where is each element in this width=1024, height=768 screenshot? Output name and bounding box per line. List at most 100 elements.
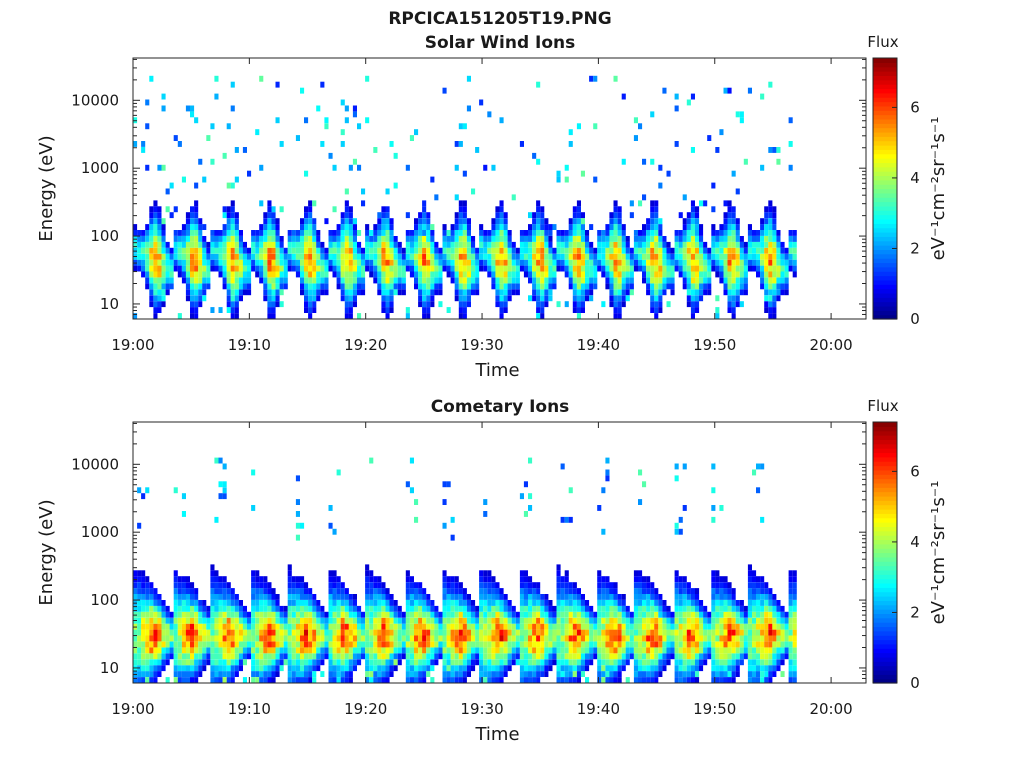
heatmap-cell xyxy=(312,647,317,654)
heatmap-cell xyxy=(560,600,565,606)
y-tick-label: 10000 xyxy=(71,91,119,109)
heatmap-cell xyxy=(279,653,284,660)
heatmap-cell xyxy=(275,289,280,296)
heatmap-cell xyxy=(686,295,691,302)
heatmap-cell xyxy=(218,611,223,618)
heatmap-cell xyxy=(251,236,256,242)
heatmap-cell xyxy=(690,671,695,677)
heatmap-cell xyxy=(674,665,679,672)
heatmap-cell xyxy=(662,617,667,624)
heatmap-cell xyxy=(792,671,797,677)
heatmap-cell xyxy=(629,277,634,284)
heatmap-cell xyxy=(475,617,480,624)
heatmap-cell xyxy=(226,241,231,248)
heatmap-cell xyxy=(605,588,610,594)
heatmap-cell xyxy=(792,611,797,618)
heatmap-cell xyxy=(291,647,296,654)
heatmap-cell xyxy=(352,289,357,296)
heatmap-cell xyxy=(161,659,166,666)
heatmap-cell xyxy=(462,123,467,130)
heatmap-cell xyxy=(344,206,349,213)
heatmap-cell xyxy=(357,283,362,290)
heatmap-cell xyxy=(238,259,243,266)
heatmap-cell xyxy=(499,277,504,284)
heatmap-cell xyxy=(198,659,203,666)
heatmap-cell xyxy=(173,623,178,630)
heatmap-cell xyxy=(161,93,166,100)
heatmap-cell xyxy=(727,295,732,302)
heatmap-cell xyxy=(760,677,765,683)
heatmap-cell xyxy=(279,271,284,278)
heatmap-cell xyxy=(454,594,459,600)
colorbar-segment xyxy=(873,97,897,103)
heatmap-cell xyxy=(190,307,195,313)
heatmap-cell xyxy=(711,265,716,272)
heatmap-cell xyxy=(442,230,447,236)
heatmap-cell xyxy=(409,230,414,236)
heatmap-cell xyxy=(743,265,748,272)
heatmap-cell xyxy=(218,236,223,242)
heatmap-cell xyxy=(247,271,252,278)
heatmap-cell xyxy=(450,241,455,248)
heatmap-cell xyxy=(617,218,622,225)
heatmap-cell xyxy=(536,307,541,313)
heatmap-cell xyxy=(564,301,569,308)
heatmap-cell xyxy=(621,158,626,165)
heatmap-cell xyxy=(589,659,594,666)
heatmap-cell xyxy=(279,617,284,624)
heatmap-cell xyxy=(658,289,663,296)
heatmap-cell xyxy=(377,289,382,296)
heatmap-cell xyxy=(185,253,190,260)
heatmap-cell xyxy=(666,241,671,248)
heatmap-cell xyxy=(483,499,488,505)
heatmap-cell xyxy=(711,259,716,266)
heatmap-cell xyxy=(352,623,357,630)
heatmap-cell xyxy=(218,665,223,672)
heatmap-cell xyxy=(715,653,720,660)
heatmap-cell xyxy=(442,659,447,666)
heatmap-cell xyxy=(222,236,227,242)
heatmap-cell xyxy=(788,576,793,583)
heatmap-cell xyxy=(361,647,366,654)
heatmap-cell xyxy=(642,241,647,248)
heatmap-cell xyxy=(210,570,215,577)
heatmap-cell xyxy=(389,230,394,236)
heatmap-cell xyxy=(792,617,797,624)
heatmap-cell xyxy=(434,623,439,630)
heatmap-cell xyxy=(739,623,744,630)
heatmap-cell xyxy=(181,617,186,624)
heatmap-cell xyxy=(503,265,508,272)
heatmap-cell xyxy=(344,218,349,225)
heatmap-cell xyxy=(340,283,345,290)
heatmap-cell xyxy=(564,570,569,577)
heatmap-cell xyxy=(316,253,321,260)
heatmap-cell xyxy=(462,253,467,260)
heatmap-cell xyxy=(377,576,382,583)
heatmap-cell xyxy=(772,629,777,636)
heatmap-cell xyxy=(776,611,781,618)
heatmap-cell xyxy=(267,200,272,207)
heatmap-cell xyxy=(686,253,691,260)
heatmap-cell xyxy=(230,623,235,630)
heatmap-cell xyxy=(540,271,545,278)
heatmap-cell xyxy=(760,623,765,630)
heatmap-cell xyxy=(430,241,435,248)
heatmap-cell xyxy=(752,671,757,677)
heatmap-cell xyxy=(568,653,573,660)
heatmap-cell xyxy=(332,594,337,600)
heatmap-cell xyxy=(418,665,423,672)
heatmap-cell xyxy=(210,677,215,683)
heatmap-cell xyxy=(723,200,728,207)
heatmap-cell xyxy=(731,313,736,319)
heatmap-cell xyxy=(385,677,390,683)
heatmap-cell xyxy=(238,665,243,672)
heatmap-cell xyxy=(340,265,345,272)
heatmap-cell xyxy=(609,236,614,242)
heatmap-cell xyxy=(214,677,219,683)
heatmap-cell xyxy=(768,259,773,266)
heatmap-cell xyxy=(369,623,374,630)
heatmap-cell xyxy=(214,671,219,677)
heatmap-cell xyxy=(654,617,659,624)
heatmap-cell xyxy=(568,241,573,248)
heatmap-cell xyxy=(450,534,455,541)
